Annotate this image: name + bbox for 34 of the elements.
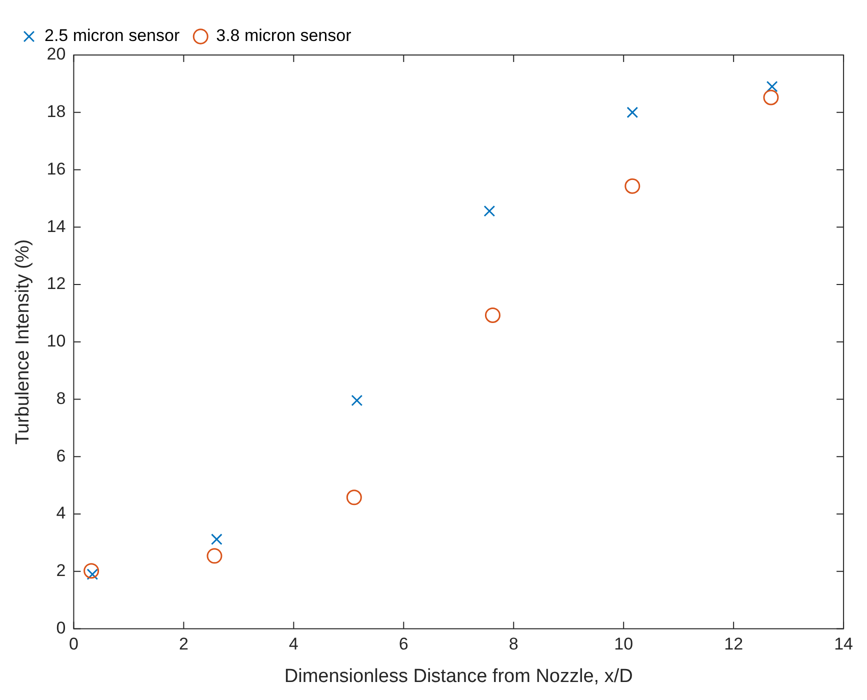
x-tick-label: 8 — [508, 634, 518, 654]
y-tick-label: 6 — [56, 446, 66, 466]
point — [351, 394, 363, 406]
point — [766, 80, 778, 92]
y-tick-label: 0 — [56, 618, 66, 638]
x-tick-label: 6 — [398, 634, 408, 654]
y-tick-label: 12 — [46, 274, 66, 294]
point — [626, 106, 638, 118]
x-tick-label: 12 — [724, 634, 744, 654]
x-tick-label: 2 — [178, 634, 188, 654]
legend-label: 3.8 micron sensor — [216, 26, 352, 46]
y-tick-label: 4 — [56, 504, 66, 523]
point — [624, 178, 640, 194]
y-tick-label: 8 — [56, 388, 66, 408]
point — [210, 534, 222, 545]
point — [346, 490, 362, 506]
point — [206, 548, 222, 564]
y-tick-label: 20 — [46, 44, 66, 64]
point — [484, 205, 496, 217]
y-tick-label: 16 — [46, 159, 66, 178]
y-tick-label: 2 — [56, 561, 66, 580]
point — [763, 90, 779, 106]
x-tick-label: 4 — [288, 634, 298, 654]
point — [84, 563, 100, 579]
y-tick-label: 10 — [46, 332, 66, 351]
y-tick-label: 18 — [46, 102, 66, 122]
y-axis-title: Turbulence Intensity (%) — [12, 239, 34, 445]
y-tick-label: 14 — [46, 216, 66, 236]
x-tick-label: 14 — [834, 634, 854, 654]
point — [484, 307, 500, 323]
legend-label: 2.5 micron sensor — [44, 26, 180, 46]
x-tick-label: 10 — [614, 634, 634, 654]
x-axis-title: Dimensionless Distance from Nozzle, x/D — [284, 666, 633, 687]
x-tick-label: 0 — [68, 634, 78, 654]
